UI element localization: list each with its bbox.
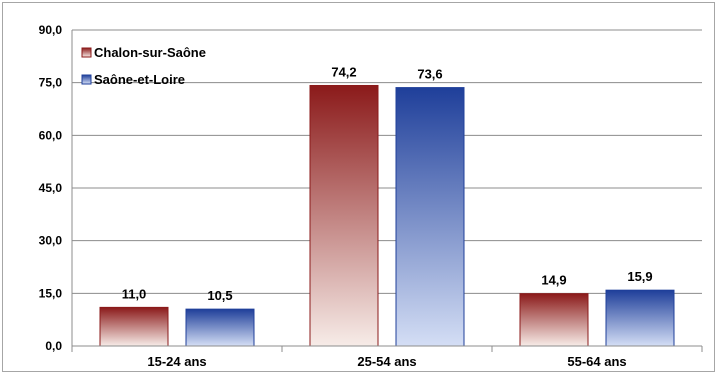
x-axis: 15-24 ans 25-54 ans 55-64 ans (71, 345, 703, 369)
data-label: 74,2 (331, 64, 356, 79)
x-tick-label: 25-54 ans (357, 354, 416, 369)
legend-swatch (81, 47, 92, 58)
data-label: 10,5 (207, 288, 232, 303)
bar-chalon-0 (99, 306, 169, 347)
data-label: 11,0 (122, 286, 147, 301)
y-tick-label: 15,0 (39, 286, 63, 300)
bar-saone-et-loire-1 (395, 87, 465, 347)
y-tick-label: 90,0 (39, 23, 63, 37)
data-label: 15,9 (627, 269, 652, 284)
legend: Chalon-sur-Saône Saône-et-Loire (81, 45, 206, 87)
x-tick-label: 15-24 ans (147, 354, 206, 369)
y-tick-label: 0,0 (45, 339, 62, 353)
y-tick-label: 30,0 (39, 234, 63, 248)
bar-chalon-1 (309, 84, 379, 347)
legend-label: Chalon-sur-Saône (94, 45, 206, 60)
y-tick-label: 45,0 (39, 181, 63, 195)
y-tick-label: 60,0 (39, 128, 63, 142)
y-axis: 0,0 15,0 30,0 45,0 60,0 75,0 90,0 (39, 23, 73, 353)
bars: 11,0 10,5 74,2 73,6 14,9 15,9 (99, 64, 675, 347)
data-label: 14,9 (541, 273, 566, 288)
x-tick-label: 55-64 ans (567, 354, 626, 369)
bar-saone-et-loire-2 (605, 289, 675, 347)
legend-label: Saône-et-Loire (94, 72, 185, 87)
bar-chalon-2 (519, 293, 589, 347)
y-tick-label: 75,0 (39, 76, 63, 90)
data-label: 73,6 (417, 67, 442, 82)
legend-swatch (81, 74, 92, 85)
bar-saone-et-loire-0 (185, 308, 255, 347)
